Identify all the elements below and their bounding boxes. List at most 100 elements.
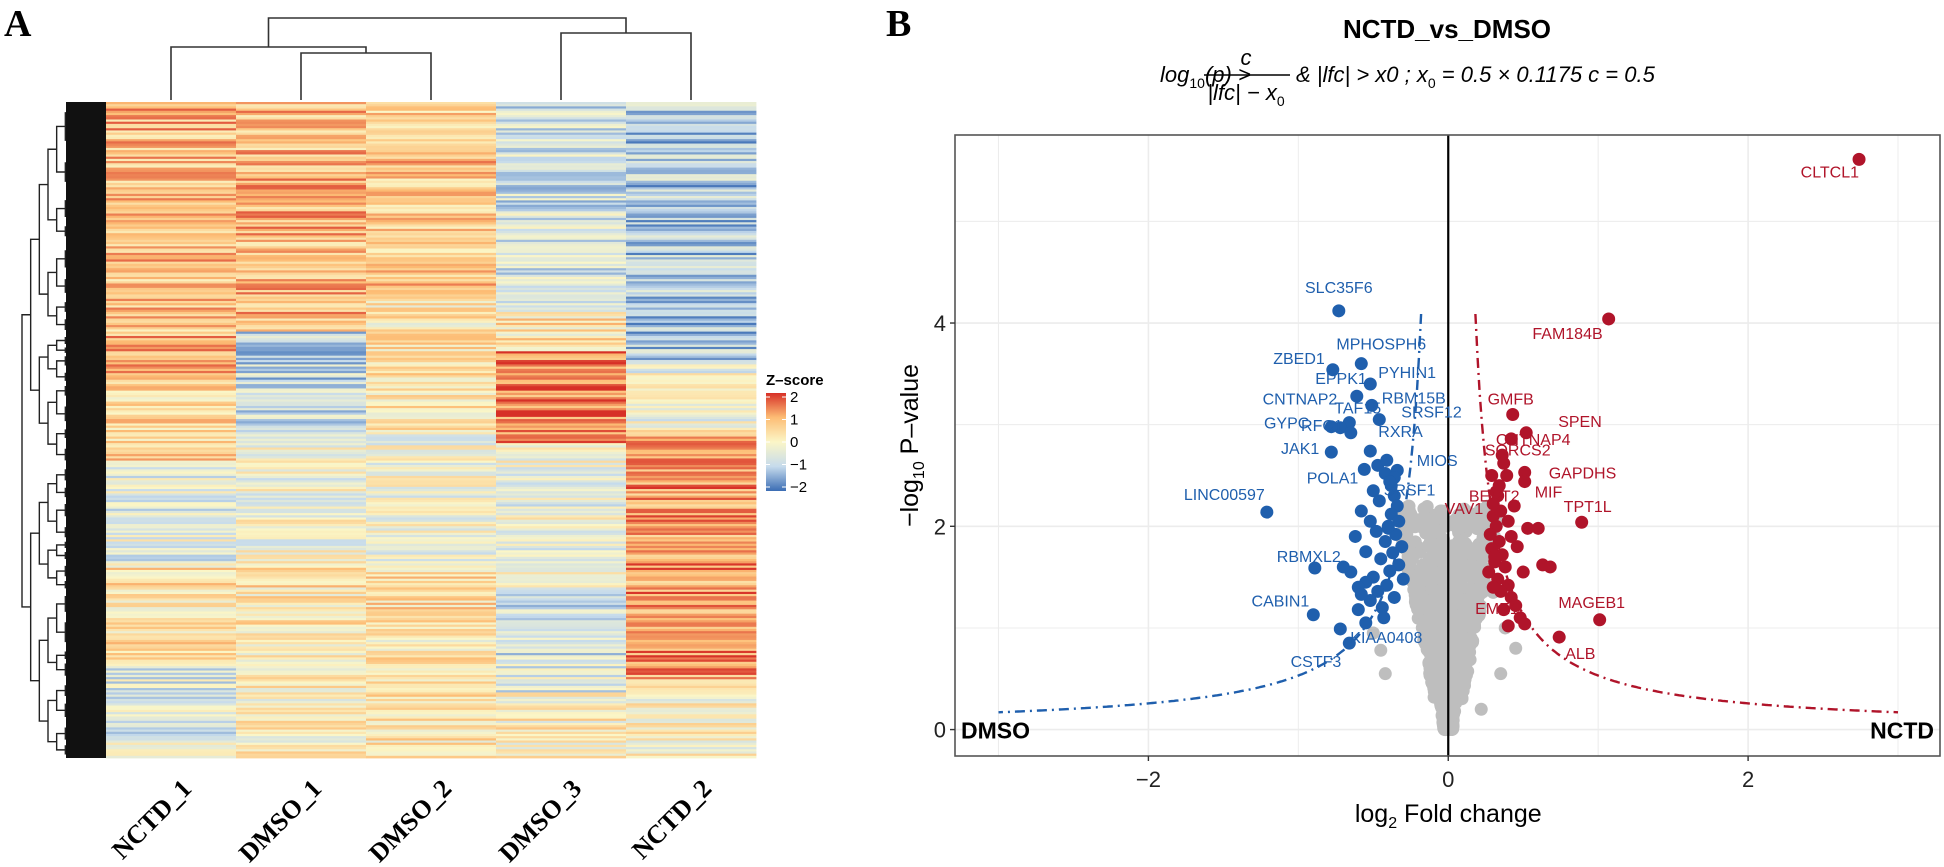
heatmap-cell — [366, 650, 497, 654]
heatmap-cell — [626, 191, 757, 195]
heatmap-cell — [106, 102, 237, 105]
dendrogram-branch — [300, 52, 432, 100]
heatmap-cell — [626, 392, 757, 396]
heatmap-cell — [236, 351, 367, 354]
down-point — [1396, 572, 1410, 586]
row-dendrogram-branch — [55, 433, 66, 456]
heatmap-cell — [626, 473, 757, 477]
heatmap-cell — [366, 729, 497, 733]
heatmap-cell — [626, 690, 757, 693]
heatmap-cell — [236, 633, 367, 636]
heatmap-cell — [496, 594, 627, 597]
heatmap-cell — [496, 679, 627, 682]
heatmap-cell — [236, 585, 367, 588]
heatmap-cell — [626, 596, 757, 599]
heatmap-cell — [496, 692, 627, 695]
heatmap-cell — [366, 718, 497, 722]
column-dendrogram — [170, 17, 692, 100]
heatmap-cell — [626, 360, 757, 363]
heatmap-cell — [366, 639, 497, 643]
heatmap-cell — [496, 637, 627, 641]
heatmap-cell — [106, 338, 237, 341]
heatmap-cell — [366, 631, 497, 634]
heatmap-cell — [106, 607, 237, 610]
heatmap-cell — [106, 226, 237, 230]
ns-point — [1473, 549, 1487, 563]
labelled-point — [1333, 622, 1347, 636]
heatmap-cell — [626, 574, 757, 577]
heatmap-cell — [626, 561, 757, 564]
heatmap-cell — [236, 305, 367, 308]
heatmap-cell — [626, 454, 757, 457]
heatmap-cell — [626, 648, 757, 652]
heatmap-cell — [236, 744, 367, 748]
heatmap-cell — [626, 572, 757, 575]
heatmap-column-label: NCTD_2 — [626, 774, 717, 865]
heatmap-cell — [106, 694, 237, 698]
heatmap-cell — [106, 355, 237, 359]
heatmap-cell — [626, 187, 757, 190]
heatmap-cell — [366, 537, 497, 540]
gene-label: SPEN — [1558, 414, 1602, 431]
heatmap-cell — [236, 187, 367, 190]
heatmap-cell — [626, 257, 757, 260]
heatmap-cell — [366, 290, 497, 293]
heatmap-cell — [496, 248, 627, 252]
heatmap-cell — [106, 316, 237, 319]
heatmap-cell — [366, 574, 497, 577]
heatmap-cell — [236, 550, 367, 553]
heatmap-cell — [106, 644, 237, 647]
heatmap-cell — [236, 119, 367, 123]
heatmap-cell — [106, 425, 237, 429]
heatmap-cell — [626, 121, 757, 125]
heatmap-cell — [496, 182, 627, 186]
heatmap-cell — [496, 329, 627, 332]
heatmap-cell — [236, 537, 367, 540]
row-dendrogram-branch — [55, 603, 66, 633]
heatmap-cell — [106, 648, 237, 652]
heatmap-cell — [496, 666, 627, 669]
heatmap-cell — [236, 574, 367, 577]
heatmap-cell — [626, 395, 757, 398]
heatmap-cell — [366, 478, 497, 481]
labelled-point — [1518, 475, 1532, 489]
heatmap-cell — [366, 499, 497, 503]
heatmap-cell — [366, 685, 497, 689]
heatmap-cell — [626, 134, 757, 138]
heatmap-cell — [366, 504, 497, 507]
heatmap-cell — [366, 692, 497, 695]
ns-point — [1457, 506, 1471, 520]
heatmap-cell — [496, 128, 627, 131]
heatmap-cell — [366, 331, 497, 335]
heatmap-cell — [366, 720, 497, 724]
heatmap-cell — [366, 655, 497, 658]
heatmap-cell — [366, 681, 497, 685]
heatmap-cell — [366, 755, 497, 759]
heatmap-cell — [366, 126, 497, 129]
heatmap-cell — [626, 357, 757, 361]
heatmap-cell — [236, 276, 367, 280]
heatmap-cell — [366, 602, 497, 606]
heatmap-cell — [236, 233, 367, 236]
heatmap-cell — [106, 381, 237, 385]
heatmap-cell — [236, 499, 367, 503]
heatmap-cell — [496, 373, 627, 376]
heatmap-cell — [626, 744, 757, 748]
heatmap-cell — [366, 438, 497, 442]
heatmap-cell — [236, 443, 367, 446]
heatmap-cell — [496, 576, 627, 580]
heatmap-cell — [106, 147, 237, 151]
heatmap-cell — [626, 749, 757, 752]
labelled-point — [1852, 152, 1866, 166]
dendrogram-branch — [170, 46, 367, 100]
heatmap-cell — [496, 171, 627, 175]
heatmap-cell — [366, 696, 497, 700]
heatmap-cell — [106, 375, 237, 378]
heatmap-cell — [366, 731, 497, 735]
dendrogram-branch — [560, 32, 692, 100]
heatmap-cell — [626, 294, 757, 298]
heatmap-cell — [626, 318, 757, 322]
heatmap-cell — [626, 646, 757, 650]
gene-label: LINC00597 — [1184, 487, 1265, 504]
gene-label: GYPC — [1264, 416, 1309, 433]
